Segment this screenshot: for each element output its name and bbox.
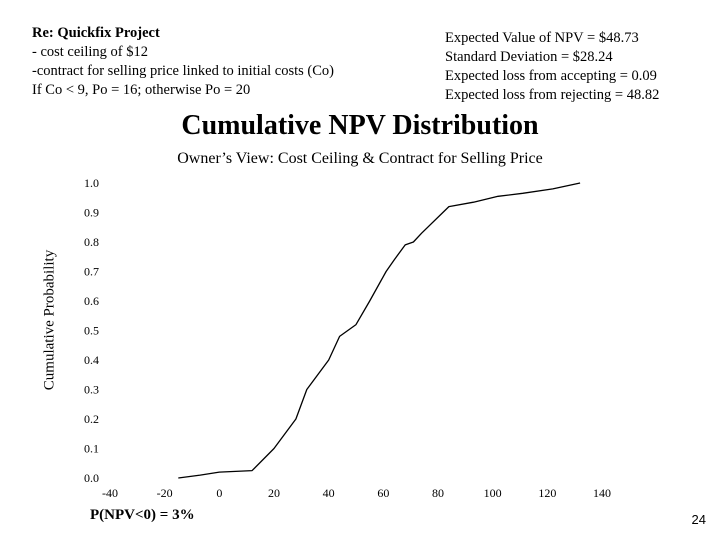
note-line: -contract for selling price linked to in… — [32, 63, 335, 79]
stat-line: Expected loss from accepting = 0.09 — [445, 68, 657, 84]
y-tick-label: 1.0 — [84, 176, 99, 190]
project-title: Re: Quickfix Project — [32, 25, 160, 41]
x-tick-label: -40 — [102, 486, 118, 500]
y-tick-label: 0.8 — [84, 235, 99, 249]
y-tick-label: 0.1 — [84, 442, 99, 456]
y-tick-label: 0.0 — [84, 471, 99, 485]
stat-line: Standard Deviation = $28.24 — [445, 49, 613, 65]
x-tick-label: 140 — [593, 486, 611, 500]
y-tick-label: 0.2 — [84, 412, 99, 426]
note-line: - cost ceiling of $12 — [32, 44, 148, 60]
x-tick-label: 40 — [323, 486, 335, 500]
note-line: If Co < 9, Po = 16; otherwise Po = 20 — [32, 82, 251, 98]
x-tick-label: 60 — [377, 486, 389, 500]
summary-statistics: Expected Value of NPV = $48.73 Standard … — [445, 29, 659, 105]
cumulative-probability-line — [178, 182, 581, 479]
stat-line: Expected loss from rejecting = 48.82 — [445, 87, 660, 103]
y-tick-label: 0.7 — [84, 265, 99, 279]
y-tick-label: 0.5 — [84, 324, 99, 338]
stat-line: Expected Value of NPV = $48.73 — [445, 30, 639, 46]
chart-subtitle: Owner’s View: Cost Ceiling & Contract fo… — [177, 150, 543, 167]
x-tick-label: -20 — [157, 486, 173, 500]
x-tick-label: 100 — [484, 486, 502, 500]
y-tick-label: 0.4 — [84, 353, 99, 367]
y-tick-label: 0.9 — [84, 206, 99, 220]
x-tick-label: 120 — [538, 486, 556, 500]
probability-footnote: P(NPV<0) = 3% — [90, 507, 195, 523]
x-tick-label: 20 — [268, 486, 280, 500]
page-number: 24 — [691, 512, 706, 527]
project-notes: Re: Quickfix Project - cost ceiling of $… — [32, 24, 334, 100]
y-tick-label: 0.3 — [84, 383, 99, 397]
x-tick-label: 0 — [216, 486, 222, 500]
x-tick-label: 80 — [432, 486, 444, 500]
y-tick-label: 0.6 — [84, 294, 99, 308]
chart-title: Cumulative NPV Distribution — [181, 110, 539, 141]
